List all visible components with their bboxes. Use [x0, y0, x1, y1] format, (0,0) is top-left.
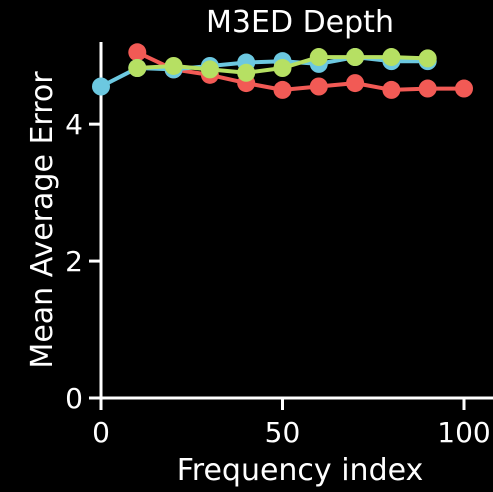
data-point [200, 60, 219, 79]
y-tick-label: 2 [65, 245, 83, 278]
data-point [164, 56, 183, 75]
series-line [136, 50, 464, 92]
data-point [382, 48, 401, 67]
x-tick-label: 0 [92, 416, 110, 449]
data-point [273, 59, 292, 78]
data-point [418, 49, 437, 68]
x-tick-label: 50 [265, 416, 301, 449]
data-point [92, 77, 110, 96]
data-point [309, 77, 328, 96]
x-axis-label: Frequency index [177, 453, 424, 488]
data-point [128, 59, 147, 78]
series-2 [128, 48, 437, 82]
data-point [382, 80, 401, 99]
data-point [346, 74, 365, 93]
data-point [455, 79, 473, 98]
y-axis-label: Mean Average Error [25, 71, 60, 369]
series-group [92, 43, 473, 99]
data-point [273, 80, 292, 99]
data-point [418, 79, 437, 98]
data-point [128, 43, 147, 62]
axes: 0 2 4 0 50 100 [65, 42, 493, 449]
data-point [309, 48, 328, 67]
y-tick-label: 0 [65, 382, 83, 415]
data-point [237, 63, 256, 82]
y-tick-label: 4 [65, 108, 83, 141]
data-point [346, 48, 365, 67]
x-tick-label: 100 [437, 416, 490, 449]
chart-title: M3ED Depth [206, 5, 394, 40]
